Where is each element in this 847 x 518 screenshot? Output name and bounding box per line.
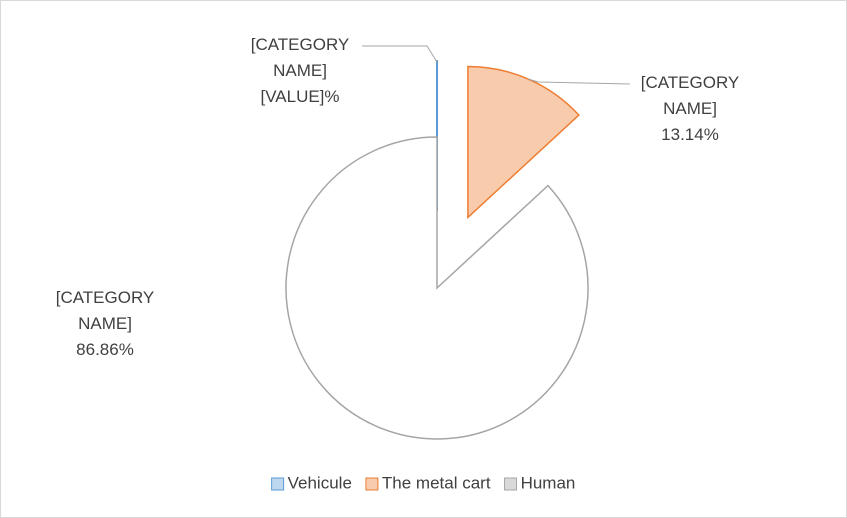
legend-label: The metal cart xyxy=(382,473,491,492)
legend-label: Human xyxy=(521,473,576,492)
legend-swatch xyxy=(504,477,518,491)
legend-swatch xyxy=(271,477,285,491)
data-label: [CATEGORY NAME] 86.86% xyxy=(56,288,155,359)
pie-slice xyxy=(467,65,580,220)
data-label: [CATEGORY NAME] [VALUE]% xyxy=(251,35,350,106)
legend-swatch xyxy=(365,477,379,491)
leader-line xyxy=(362,45,438,63)
data-label: [CATEGORY NAME] 13.14% xyxy=(641,73,740,144)
leader-line xyxy=(528,78,631,85)
pie-slice xyxy=(285,136,589,440)
legend-label: Vehicule xyxy=(288,473,352,492)
legend: Vehicule The metal cart Human xyxy=(271,473,576,492)
